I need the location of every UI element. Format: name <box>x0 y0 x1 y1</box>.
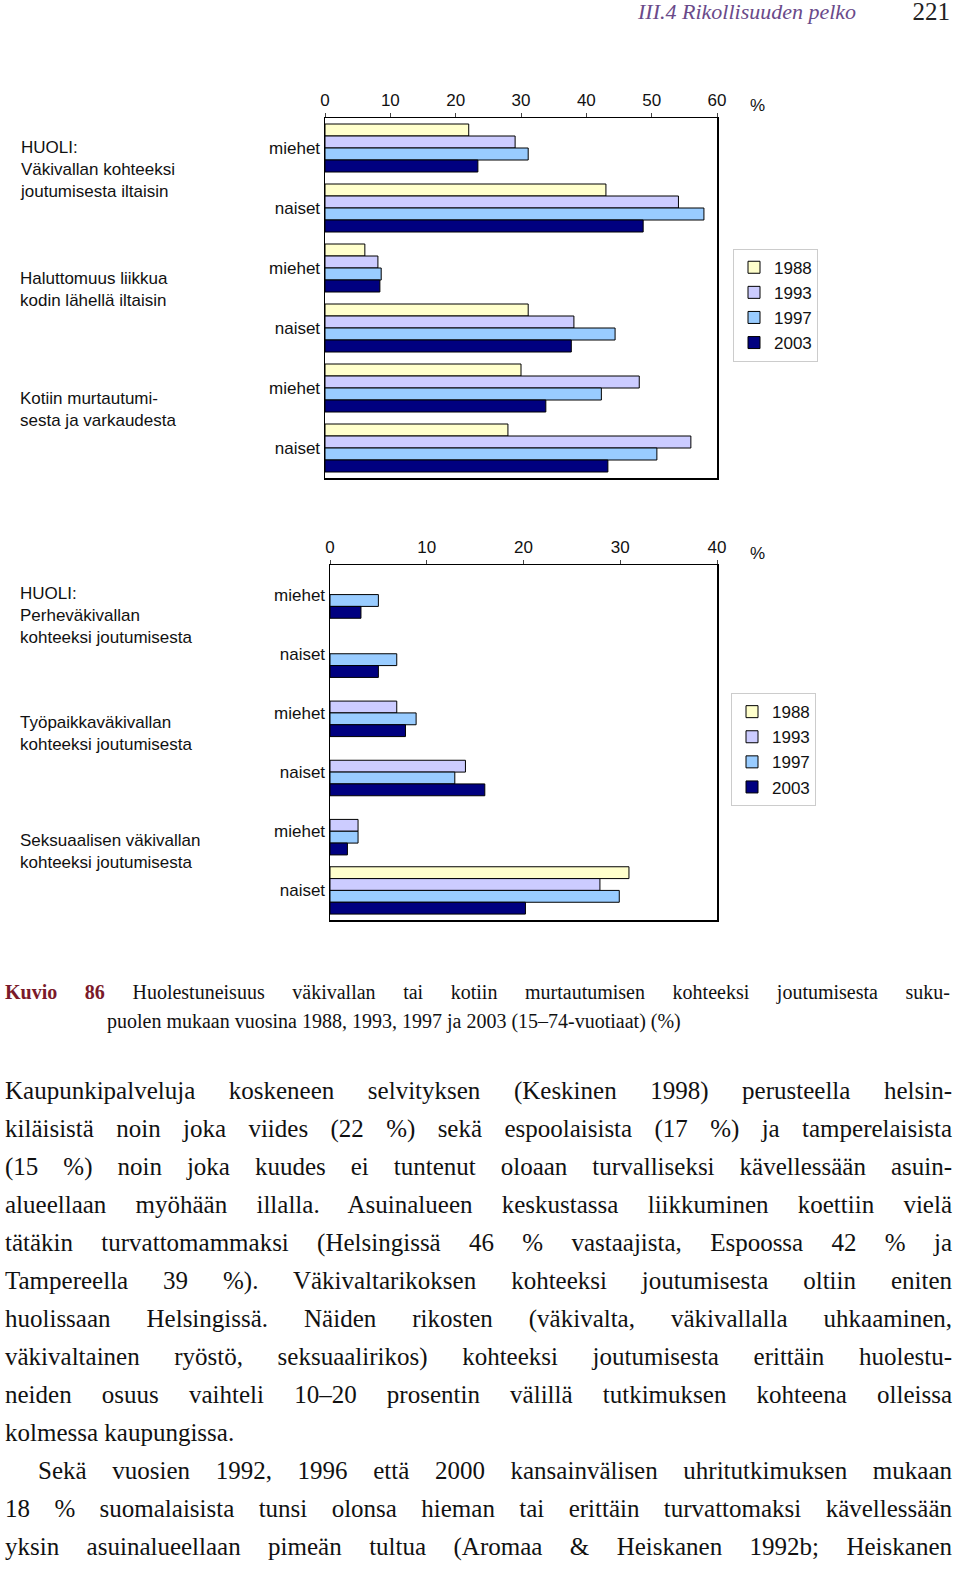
html-text:alueellaan myöhään illalla. As: alueellaan myöhään illalla. Asuinalueen … <box>5 1191 952 1218</box>
html-text:Kaupunkipalveluja koskeneen se: Kaupunkipalveluja koskeneen selvityksen … <box>5 1077 952 1104</box>
svg-text:HUOLI:Väkivallan kohteeksijout: HUOLI:Väkivallan kohteeksijoutumisesta i… <box>20 138 175 201</box>
svg-text:miehet: miehet <box>274 586 325 605</box>
svg-text:60: 60 <box>708 91 727 110</box>
svg-text:1988: 1988 <box>772 703 810 722</box>
html-text:Tampereella 39 %). Väkivaltari: Tampereella 39 %). Väkivaltarikoksen koh… <box>5 1267 952 1294</box>
svg-text:1993: 1993 <box>774 284 812 303</box>
svg-text:naiset: naiset <box>275 199 321 218</box>
html-text:puolen mukaan vuosina 1988, 19: puolen mukaan vuosina 1988, 1993, 1997 j… <box>107 1010 681 1032</box>
svg-text:naiset: naiset <box>275 439 321 458</box>
svg-text:miehet: miehet <box>274 704 325 723</box>
svg-text:10: 10 <box>417 538 436 557</box>
html-text:kolmessa kaupungissa.: kolmessa kaupungissa. <box>5 1419 235 1446</box>
svg-text:Kotiin murtautumi-sesta ja var: Kotiin murtautumi-sesta ja varkaudesta <box>20 389 176 430</box>
svg-text:HUOLI:Perheväkivallankohteeksi: HUOLI:Perheväkivallankohteeksi joutumise… <box>20 584 193 647</box>
svg-text:%: % <box>750 96 765 115</box>
svg-text:40: 40 <box>577 91 596 110</box>
html-text:neiden osuus vaihteli 10–20 pr: neiden osuus vaihteli 10–20 prosentin vä… <box>5 1381 952 1408</box>
svg-text:miehet: miehet <box>269 259 320 278</box>
html-text:18 % suomalaisista tunsi olons: 18 % suomalaisista tunsi olonsa hieman t… <box>5 1495 952 1522</box>
svg-text:1997: 1997 <box>772 753 810 772</box>
html-text:kiläisistä noin joka viides (2: kiläisistä noin joka viides (22 %) sekä … <box>5 1115 952 1142</box>
svg-text:30: 30 <box>512 91 531 110</box>
html-text:yksin asuinalueellaan pimeän t: yksin asuinalueellaan pimeän tultua (Aro… <box>5 1533 952 1560</box>
html-text:(15 %) noin joka kuudes ei tun: (15 %) noin joka kuudes ei tuntenut oloa… <box>5 1153 952 1180</box>
svg-text:1993: 1993 <box>772 728 810 747</box>
svg-text:2003: 2003 <box>774 334 812 353</box>
svg-text:0: 0 <box>320 91 329 110</box>
svg-text:10: 10 <box>381 91 400 110</box>
svg-text:50: 50 <box>642 91 661 110</box>
svg-text:1997: 1997 <box>774 309 812 328</box>
svg-text:20: 20 <box>514 538 533 557</box>
html-text:Kuvio 86 Huolestuneisuus väkiv: Kuvio 86 Huolestuneisuus väkivallan tai … <box>5 981 950 1003</box>
html-text:tätäkin turvattomammaksi (Hels: tätäkin turvattomammaksi (Helsingissä 46… <box>5 1229 952 1256</box>
html-text:huolissaan Helsingissä. Näiden: huolissaan Helsingissä. Näiden rikosten … <box>5 1305 952 1332</box>
html-text:Sekä vuosien 1992, 1996 että 2: Sekä vuosien 1992, 1996 että 2000 kansai… <box>38 1457 952 1484</box>
svg-text:naiset: naiset <box>280 881 326 900</box>
svg-text:1988: 1988 <box>774 259 812 278</box>
svg-text:Haluttomuus liikkuakodin lähel: Haluttomuus liikkuakodin lähellä iltaisi… <box>20 269 168 310</box>
svg-text:naiset: naiset <box>275 319 321 338</box>
html-text:III.4 Rikollisuuden pelko: III.4 Rikollisuuden pelko <box>638 0 857 24</box>
svg-text:miehet: miehet <box>269 379 320 398</box>
svg-text:Työpaikkaväkivallankohteeksi j: Työpaikkaväkivallankohteeksi joutumisest… <box>20 713 193 754</box>
html-text:väkivaltainen ryöstö, seksuaal: väkivaltainen ryöstö, seksuaalirikos) ko… <box>5 1343 952 1370</box>
svg-text:miehet: miehet <box>274 822 325 841</box>
svg-text:naiset: naiset <box>280 645 326 664</box>
svg-text:%: % <box>750 544 765 563</box>
svg-text:30: 30 <box>611 538 630 557</box>
svg-text:naiset: naiset <box>280 763 326 782</box>
svg-text:Seksuaalisen väkivallankohteek: Seksuaalisen väkivallankohteeksi joutumi… <box>20 831 201 872</box>
svg-text:miehet: miehet <box>269 139 320 158</box>
svg-text:0: 0 <box>325 538 334 557</box>
svg-text:20: 20 <box>446 91 465 110</box>
svg-text:2003: 2003 <box>772 779 810 798</box>
svg-text:40: 40 <box>708 538 727 557</box>
